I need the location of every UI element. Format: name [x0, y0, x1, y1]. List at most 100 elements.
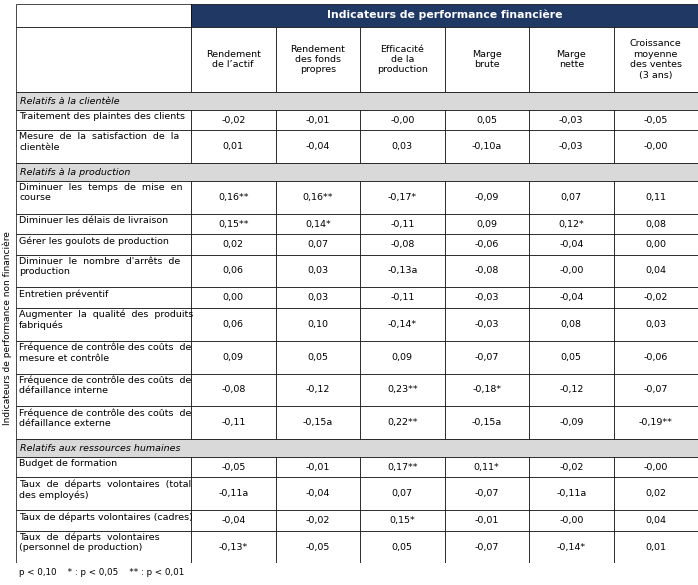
Text: Indicateurs de performance non financière: Indicateurs de performance non financièr…: [3, 231, 12, 425]
Bar: [360, 477, 445, 510]
Bar: [445, 374, 529, 407]
Bar: [360, 308, 445, 340]
Text: 0,07: 0,07: [307, 240, 328, 249]
Bar: [445, 477, 529, 510]
Bar: [191, 4, 698, 26]
Bar: [276, 477, 360, 510]
Text: -0,04: -0,04: [559, 240, 584, 249]
Text: 0,10: 0,10: [307, 319, 328, 329]
Bar: [16, 374, 191, 407]
Bar: [360, 407, 445, 439]
Text: -0,11: -0,11: [221, 418, 246, 428]
Text: Mesure  de  la  satisfaction  de  la
clientèle: Mesure de la satisfaction de la clientèl…: [19, 132, 179, 152]
Text: 0,08: 0,08: [560, 319, 581, 329]
Bar: [445, 308, 529, 340]
Bar: [276, 407, 360, 439]
Text: -0,00: -0,00: [390, 116, 415, 125]
Text: -0,02: -0,02: [221, 116, 246, 125]
Bar: [191, 531, 276, 563]
Text: -0,04: -0,04: [306, 142, 330, 152]
Bar: [360, 26, 445, 92]
Text: Fréquence de contrôle des coûts  de
mesure et contrôle: Fréquence de contrôle des coûts de mesur…: [19, 343, 191, 363]
Text: 0,12*: 0,12*: [558, 219, 584, 229]
Text: -0,00: -0,00: [644, 142, 668, 152]
Bar: [614, 254, 698, 287]
Text: -0,02: -0,02: [644, 293, 668, 302]
Bar: [276, 340, 360, 374]
Bar: [445, 234, 529, 254]
Text: 0,03: 0,03: [645, 319, 667, 329]
Text: 0,00: 0,00: [645, 240, 667, 249]
Bar: [614, 26, 698, 92]
Bar: [16, 308, 191, 340]
Text: Taux  de  départs  volontaires  (total
des employés): Taux de départs volontaires (total des e…: [19, 479, 191, 500]
Bar: [360, 340, 445, 374]
Bar: [445, 407, 529, 439]
Bar: [529, 287, 614, 308]
Bar: [614, 234, 698, 254]
Bar: [360, 254, 445, 287]
Text: -0,07: -0,07: [644, 386, 668, 394]
Text: -0,05: -0,05: [306, 542, 330, 552]
Bar: [16, 130, 191, 163]
Text: -0,01: -0,01: [306, 463, 330, 472]
Text: Budget de formation: Budget de formation: [19, 459, 117, 468]
Text: -0,03: -0,03: [475, 293, 499, 302]
Bar: [276, 254, 360, 287]
Bar: [360, 214, 445, 234]
Bar: [276, 26, 360, 92]
Bar: [614, 130, 698, 163]
Bar: [16, 407, 191, 439]
Bar: [16, 4, 191, 26]
Bar: [529, 308, 614, 340]
Bar: [614, 374, 698, 407]
Bar: [276, 374, 360, 407]
Bar: [276, 214, 360, 234]
Text: 0,23**: 0,23**: [387, 386, 417, 394]
Bar: [360, 110, 445, 130]
Text: Relatifs à la clientèle: Relatifs à la clientèle: [20, 97, 119, 106]
Bar: [16, 163, 698, 181]
Text: -0,01: -0,01: [306, 116, 330, 125]
Text: 0,09: 0,09: [223, 353, 244, 362]
Bar: [529, 26, 614, 92]
Bar: [276, 510, 360, 531]
Bar: [16, 26, 191, 92]
Text: 0,01: 0,01: [645, 542, 667, 552]
Text: 0,15*: 0,15*: [389, 516, 415, 525]
Text: 0,03: 0,03: [392, 142, 413, 152]
Text: 0,05: 0,05: [476, 116, 497, 125]
Bar: [16, 439, 698, 457]
Text: Diminuer les délais de livraison: Diminuer les délais de livraison: [19, 216, 168, 225]
Text: -0,11: -0,11: [390, 293, 415, 302]
Bar: [614, 477, 698, 510]
Text: 0,11*: 0,11*: [474, 463, 500, 472]
Bar: [445, 531, 529, 563]
Text: -0,17*: -0,17*: [387, 193, 417, 202]
Text: 0,05: 0,05: [392, 542, 413, 552]
Bar: [191, 254, 276, 287]
Bar: [529, 531, 614, 563]
Text: 0,07: 0,07: [560, 193, 581, 202]
Bar: [445, 110, 529, 130]
Text: 0,00: 0,00: [223, 293, 244, 302]
Text: -0,07: -0,07: [475, 353, 499, 362]
Bar: [16, 254, 191, 287]
Text: -0,02: -0,02: [306, 516, 330, 525]
Text: -0,07: -0,07: [475, 489, 499, 498]
Text: 0,03: 0,03: [307, 293, 328, 302]
Text: -0,01: -0,01: [475, 516, 499, 525]
Bar: [16, 234, 191, 254]
Bar: [529, 181, 614, 214]
Text: Indicateurs de performance financière: Indicateurs de performance financière: [327, 10, 563, 20]
Text: -0,04: -0,04: [306, 489, 330, 498]
Text: -0,05: -0,05: [221, 463, 246, 472]
Text: -0,11a: -0,11a: [218, 489, 248, 498]
Text: 0,14*: 0,14*: [305, 219, 331, 229]
Text: Fréquence de contrôle des coûts  de
défaillance interne: Fréquence de contrôle des coûts de défai…: [19, 376, 191, 395]
Bar: [191, 181, 276, 214]
Text: 0,01: 0,01: [223, 142, 244, 152]
Bar: [614, 287, 698, 308]
Bar: [614, 181, 698, 214]
Bar: [360, 130, 445, 163]
